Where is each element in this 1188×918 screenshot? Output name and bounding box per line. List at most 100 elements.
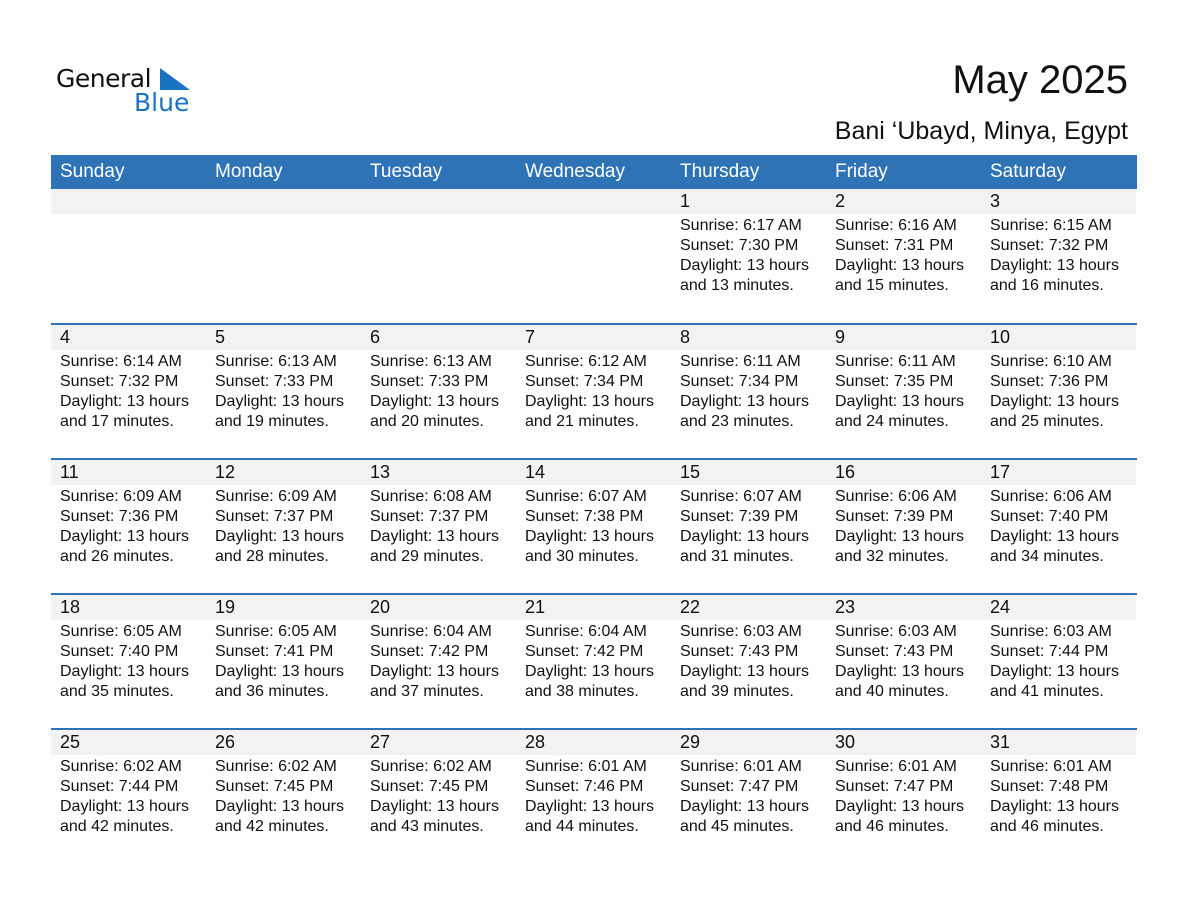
daylight-text: Daylight: 13 hours (215, 393, 344, 410)
minutes-text: and 28 minutes. (215, 548, 329, 565)
day-info: Sunrise: 6:11 AM Sunset: 7:35 PM Daylight:… (826, 350, 981, 432)
sunset-text: Sunset: 7:47 PM (835, 778, 954, 795)
day-cell: 26 Sunrise: 6:02 AM Sunset: 7:45 PM Dayligh… (206, 730, 361, 863)
day-info: Sunrise: 6:13 AM Sunset: 7:33 PM Daylight:… (206, 350, 361, 432)
minutes-text: and 44 minutes. (525, 818, 639, 835)
day-number: 28 (516, 730, 671, 755)
sunset-text: Sunset: 7:40 PM (60, 643, 179, 660)
day-cell: 7 Sunrise: 6:12 AM Sunset: 7:34 PM Daylight… (516, 325, 671, 458)
empty-day-cell (516, 189, 671, 323)
day-info: Sunrise: 6:06 AM Sunset: 7:39 PM Daylight:… (826, 485, 981, 567)
day-info: Sunrise: 6:15 AM Sunset: 7:32 PM Daylight:… (981, 214, 1136, 296)
sunrise-text: Sunrise: 6:03 AM (990, 623, 1112, 640)
day-info: Sunrise: 6:06 AM Sunset: 7:40 PM Daylight:… (981, 485, 1136, 567)
day-number: 3 (981, 189, 1136, 214)
day-cell: 16 Sunrise: 6:06 AM Sunset: 7:39 PM Dayligh… (826, 460, 981, 593)
day-info: Sunrise: 6:12 AM Sunset: 7:34 PM Daylight:… (516, 350, 671, 432)
day-cell: 13 Sunrise: 6:08 AM Sunset: 7:37 PM Dayligh… (361, 460, 516, 593)
minutes-text: and 26 minutes. (60, 548, 174, 565)
day-number: 22 (671, 595, 826, 620)
week-row: 18 Sunrise: 6:05 AM Sunset: 7:40 PM Dayligh… (51, 593, 1137, 728)
day-cell: 6 Sunrise: 6:13 AM Sunset: 7:33 PM Daylight… (361, 325, 516, 458)
daylight-text: Daylight: 13 hours (680, 393, 809, 410)
empty-day-cell (361, 189, 516, 323)
daylight-text: Daylight: 13 hours (370, 663, 499, 680)
daylight-text: Daylight: 13 hours (680, 257, 809, 274)
daylight-text: Daylight: 13 hours (525, 393, 654, 410)
sunset-text: Sunset: 7:34 PM (680, 373, 799, 390)
day-info: Sunrise: 6:04 AM Sunset: 7:42 PM Daylight:… (361, 620, 516, 702)
minutes-text: and 23 minutes. (680, 413, 794, 430)
minutes-text: and 21 minutes. (525, 413, 639, 430)
sunset-text: Sunset: 7:35 PM (835, 373, 954, 390)
day-number: 17 (981, 460, 1136, 485)
day-cell: 8 Sunrise: 6:11 AM Sunset: 7:34 PM Daylight… (671, 325, 826, 458)
day-cell: 22 Sunrise: 6:03 AM Sunset: 7:43 PM Dayligh… (671, 595, 826, 728)
sunset-text: Sunset: 7:32 PM (60, 373, 179, 390)
day-cell: 25 Sunrise: 6:02 AM Sunset: 7:44 PM Dayligh… (51, 730, 206, 863)
sunset-text: Sunset: 7:36 PM (990, 373, 1109, 390)
daylight-text: Daylight: 13 hours (215, 528, 344, 545)
minutes-text: and 31 minutes. (680, 548, 794, 565)
minutes-text: and 32 minutes. (835, 548, 949, 565)
day-info: Sunrise: 6:09 AM Sunset: 7:37 PM Daylight:… (206, 485, 361, 567)
day-number: 2 (826, 189, 981, 214)
sunrise-text: Sunrise: 6:09 AM (60, 488, 182, 505)
day-info: Sunrise: 6:03 AM Sunset: 7:43 PM Daylight:… (826, 620, 981, 702)
minutes-text: and 40 minutes. (835, 683, 949, 700)
minutes-text: and 36 minutes. (215, 683, 329, 700)
day-number (206, 189, 361, 214)
day-number: 24 (981, 595, 1136, 620)
sunset-text: Sunset: 7:36 PM (60, 508, 179, 525)
week-row: 11 Sunrise: 6:09 AM Sunset: 7:36 PM Dayligh… (51, 458, 1137, 593)
sunrise-text: Sunrise: 6:02 AM (370, 758, 492, 775)
sunrise-text: Sunrise: 6:17 AM (680, 217, 802, 234)
daylight-text: Daylight: 13 hours (835, 528, 964, 545)
sunset-text: Sunset: 7:46 PM (525, 778, 644, 795)
sunset-text: Sunset: 7:48 PM (990, 778, 1109, 795)
weekday-saturday: Saturday (990, 161, 1067, 182)
sunrise-text: Sunrise: 6:08 AM (370, 488, 492, 505)
sunrise-text: Sunrise: 6:04 AM (370, 623, 492, 640)
day-cell: 29 Sunrise: 6:01 AM Sunset: 7:47 PM Dayligh… (671, 730, 826, 863)
empty-day-cell (51, 189, 206, 323)
day-number: 7 (516, 325, 671, 350)
day-number (51, 189, 206, 214)
sunrise-text: Sunrise: 6:05 AM (60, 623, 182, 640)
sunrise-text: Sunrise: 6:07 AM (525, 488, 647, 505)
weekday-header: Sunday Monday Tuesday Wednesday Thursday Frid… (51, 155, 1137, 189)
location-subtitle: Bani ‘Ubayd, Minya, Egypt (834, 117, 1128, 145)
sunrise-text: Sunrise: 6:01 AM (990, 758, 1112, 775)
day-info: Sunrise: 6:01 AM Sunset: 7:47 PM Daylight:… (671, 755, 826, 837)
minutes-text: and 42 minutes. (60, 818, 174, 835)
day-info: Sunrise: 6:13 AM Sunset: 7:33 PM Daylight:… (361, 350, 516, 432)
sunset-text: Sunset: 7:42 PM (525, 643, 644, 660)
day-number (361, 189, 516, 214)
sunset-text: Sunset: 7:44 PM (60, 778, 179, 795)
day-cell: 1 Sunrise: 6:17 AM Sunset: 7:30 PM Daylight… (671, 189, 826, 323)
sunset-text: Sunset: 7:40 PM (990, 508, 1109, 525)
sunrise-text: Sunrise: 6:06 AM (835, 488, 957, 505)
daylight-text: Daylight: 13 hours (835, 798, 964, 815)
weekday-friday: Friday (835, 161, 888, 182)
empty-day-cell (206, 189, 361, 323)
day-cell: 27 Sunrise: 6:02 AM Sunset: 7:45 PM Dayligh… (361, 730, 516, 863)
sunset-text: Sunset: 7:31 PM (835, 237, 954, 254)
sunrise-text: Sunrise: 6:14 AM (60, 353, 182, 370)
daylight-text: Daylight: 13 hours (215, 663, 344, 680)
daylight-text: Daylight: 13 hours (990, 393, 1119, 410)
sunrise-text: Sunrise: 6:01 AM (680, 758, 802, 775)
day-cell: 4 Sunrise: 6:14 AM Sunset: 7:32 PM Daylight… (51, 325, 206, 458)
week-row: 4 Sunrise: 6:14 AM Sunset: 7:32 PM Daylight… (51, 323, 1137, 458)
day-info: Sunrise: 6:16 AM Sunset: 7:31 PM Daylight:… (826, 214, 981, 296)
day-info: Sunrise: 6:02 AM Sunset: 7:45 PM Daylight:… (361, 755, 516, 837)
day-info: Sunrise: 6:05 AM Sunset: 7:41 PM Daylight:… (206, 620, 361, 702)
weekday-tuesday: Tuesday (370, 161, 443, 182)
sunset-text: Sunset: 7:42 PM (370, 643, 489, 660)
logo-text-general: General (56, 64, 152, 93)
minutes-text: and 24 minutes. (835, 413, 949, 430)
sunset-text: Sunset: 7:34 PM (525, 373, 644, 390)
day-info: Sunrise: 6:11 AM Sunset: 7:34 PM Daylight:… (671, 350, 826, 432)
daylight-text: Daylight: 13 hours (835, 393, 964, 410)
minutes-text: and 20 minutes. (370, 413, 484, 430)
